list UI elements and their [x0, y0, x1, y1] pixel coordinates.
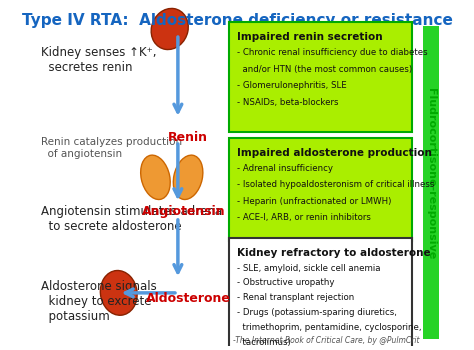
FancyBboxPatch shape: [422, 26, 439, 340]
Text: Type IV RTA:  Aldosterone deficiency or resistance: Type IV RTA: Aldosterone deficiency or r…: [21, 13, 453, 28]
Text: trimethoprim, pentamidine, cyclosporine,: trimethoprim, pentamidine, cyclosporine,: [237, 323, 421, 332]
Text: - Heparin (unfractionated or LMWH): - Heparin (unfractionated or LMWH): [237, 197, 392, 206]
Text: - Adrenal insufficiency: - Adrenal insufficiency: [237, 163, 333, 173]
Text: Angiotensin stimulates adrena
  to secrete aldosterone: Angiotensin stimulates adrena to secrete…: [41, 205, 222, 233]
Text: Kidney refractory to aldosterone: Kidney refractory to aldosterone: [237, 248, 430, 258]
Text: Renin catalyzes production
  of angiotensin: Renin catalyzes production of angiotensi…: [41, 137, 182, 159]
Ellipse shape: [173, 155, 203, 200]
FancyBboxPatch shape: [229, 138, 412, 241]
Ellipse shape: [100, 271, 137, 315]
Text: tacrolimus): tacrolimus): [237, 338, 291, 347]
Text: Fludrocortisone-responsive: Fludrocortisone-responsive: [426, 88, 436, 259]
Text: Impaired aldosterone production: Impaired aldosterone production: [237, 148, 432, 158]
Text: - Glomerulonephritis, SLE: - Glomerulonephritis, SLE: [237, 81, 347, 90]
Ellipse shape: [141, 155, 170, 200]
Text: - NSAIDs, beta-blockers: - NSAIDs, beta-blockers: [237, 98, 338, 107]
Text: Impaired renin secretion: Impaired renin secretion: [237, 33, 383, 42]
Text: - ACE-I, ARB, or renin inhibitors: - ACE-I, ARB, or renin inhibitors: [237, 213, 371, 222]
Text: Renin: Renin: [168, 131, 208, 144]
Text: - Isolated hypoaldosteronism of critical illness: - Isolated hypoaldosteronism of critical…: [237, 180, 434, 189]
Text: - Chronic renal insufficiency due to diabetes: - Chronic renal insufficiency due to dia…: [237, 48, 428, 57]
Text: Kidney senses ↑K⁺,
  secretes renin: Kidney senses ↑K⁺, secretes renin: [41, 46, 157, 74]
Text: Angiotensin: Angiotensin: [142, 205, 226, 218]
Text: and/or HTN (the most common causes): and/or HTN (the most common causes): [237, 64, 412, 74]
Text: - Obstructive uropathy: - Obstructive uropathy: [237, 278, 335, 287]
Text: - SLE, amyloid, sickle cell anemia: - SLE, amyloid, sickle cell anemia: [237, 264, 381, 273]
Ellipse shape: [151, 8, 188, 50]
Text: Aldosterone signals
  kidney to excrete
  potassium: Aldosterone signals kidney to excrete po…: [41, 280, 157, 323]
FancyBboxPatch shape: [229, 22, 412, 132]
Text: Aldosterone: Aldosterone: [146, 292, 230, 304]
Text: -The Internet Book of Critical Care, by @PulmCrit: -The Internet Book of Critical Care, by …: [233, 336, 420, 345]
Text: - Renal transplant rejection: - Renal transplant rejection: [237, 293, 354, 302]
Text: - Drugs (potassium-sparing diuretics,: - Drugs (potassium-sparing diuretics,: [237, 308, 397, 317]
FancyBboxPatch shape: [229, 238, 412, 348]
